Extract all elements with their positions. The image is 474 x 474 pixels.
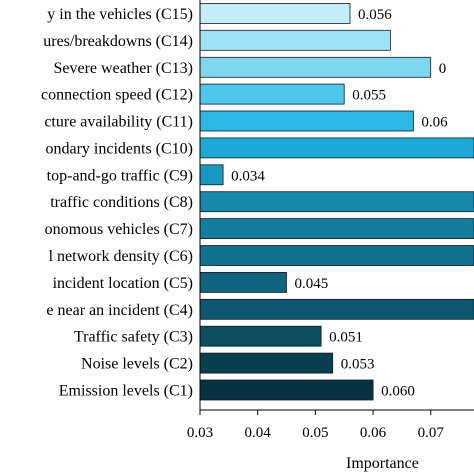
category-label: traffic conditions (C8) [50,194,193,211]
bar-12 [199,298,474,320]
bar-5 [199,110,414,132]
bar-8 [199,191,474,213]
value-label: 0.060 [381,384,415,400]
x-tick-label: 0.04 [245,425,272,441]
value-labels-layer: 0.056 0 0.055 0.06 0.034 0.045 0.051 0.053 0.060 [231,7,448,400]
x-tick-label: 0.06 [360,425,387,441]
category-labels-layer: y in the vehicles (C15) ures/breakdowns (… [41,6,193,400]
bar-15 [199,379,374,401]
bar-10 [199,245,474,266]
category-label: Emission levels (C1) [59,383,193,400]
x-tick-label: 0.05 [302,425,328,441]
x-axis: 0.03 0.04 0.05 0.06 0.07 [187,0,474,441]
x-tick-label: 0.03 [187,425,213,441]
category-label: cture availability (C11) [44,114,193,131]
value-label: 0.051 [329,330,363,346]
category-label: incident location (C5) [53,275,193,292]
category-label: Traffic safety (C3) [74,329,193,346]
category-label: onomous vehicles (C7) [45,221,193,238]
bar-9 [199,218,474,240]
category-label: connection speed (C12) [41,87,193,104]
bar-11 [199,271,287,293]
value-label: 0.056 [358,7,392,23]
bar-1 [199,3,351,24]
bars-layer [199,3,474,401]
category-label: e near an incident (C4) [46,302,193,319]
bar-4 [199,83,345,105]
category-label: ures/breakdowns (C14) [43,33,193,50]
value-label: 0.034 [231,168,265,184]
category-label: Noise levels (C2) [81,356,193,373]
category-label: top-and-go traffic (C9) [47,167,193,184]
value-label: 0.055 [352,88,386,104]
bar-13 [199,325,322,347]
bar-7 [199,164,224,186]
value-label: 0 [439,61,447,77]
category-label: l network density (C6) [49,248,193,265]
category-label: Severe weather (C13) [54,60,194,77]
value-label: 0.06 [421,115,448,131]
category-label: y in the vehicles (C15) [47,6,193,23]
x-axis-title: Importance [346,455,419,472]
bar-3 [199,56,432,78]
value-label: 0.045 [295,276,329,292]
bar-14 [199,352,334,374]
value-label: 0.053 [341,357,375,373]
bar-6 [199,137,474,159]
category-label: ondary incidents (C10) [45,140,193,157]
x-tick-label: 0.07 [418,425,445,441]
bar-2 [199,29,391,51]
